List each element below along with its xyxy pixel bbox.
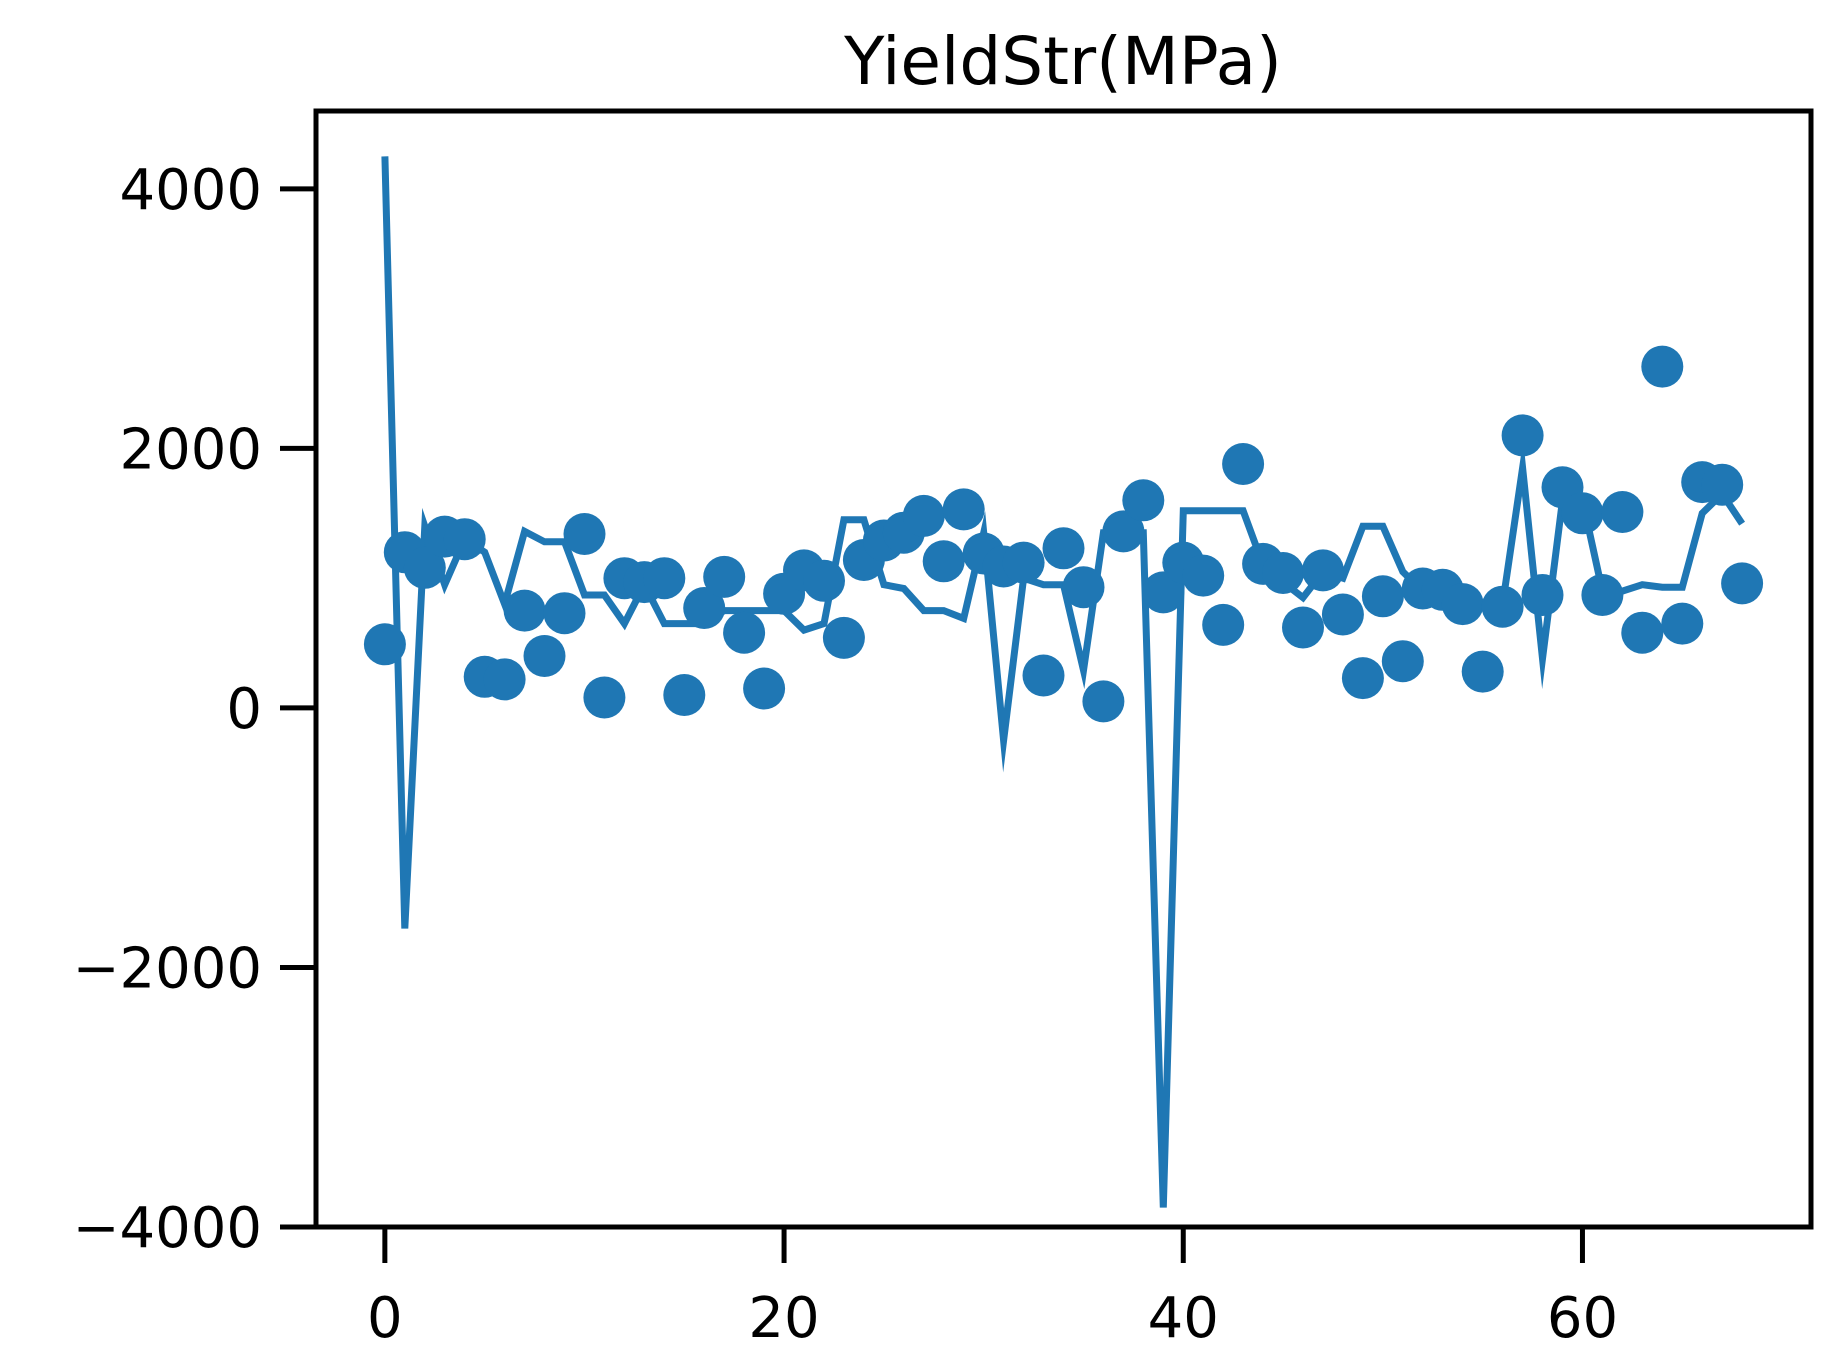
scatter-point [443,518,486,561]
scatter-point [1142,571,1185,614]
scatter-point [1441,583,1484,626]
x-tick-label: 20 [748,1286,819,1351]
scatter-point [1501,414,1544,457]
scatter-point [403,546,446,589]
axes: −4000 −2000 0 2000 4000 0 20 40 60 [73,108,1814,1351]
scatter-point [902,494,945,537]
scatter-point [1062,566,1105,609]
scatter-point [743,667,786,710]
scatter-point [1182,554,1225,597]
series-line [381,156,1746,1208]
data-layer [363,156,1764,1208]
axes-frame [313,108,1814,1230]
scatter-point [1621,611,1664,654]
scatter-point [583,676,626,719]
scatter-point [1262,552,1305,594]
scatter-point [1042,527,1085,570]
scatter-point [543,592,586,635]
scatter-point [1022,654,1065,697]
scatter-point [503,589,546,632]
y-tick-label: 2000 [119,417,262,482]
scatter-point [1302,549,1344,592]
scatter-point [922,540,965,583]
scatter-point [363,623,406,666]
scatter-point [1102,510,1145,553]
scatter-point [1581,574,1624,616]
chart-title: YieldStr(MPa) [843,23,1282,100]
scatter-point [1381,640,1424,683]
scatter-point [1521,574,1564,616]
scatter-point [1361,575,1404,618]
scatter-point [803,559,845,602]
scatter-point [1282,606,1324,649]
scatter-point [1002,541,1045,584]
scatter-point [1122,479,1165,522]
scatter-point [523,635,566,677]
scatter-point [942,488,985,531]
scatter-point [822,616,865,659]
scatter-point [643,557,686,600]
y-tick-label: 4000 [119,158,262,223]
x-tick-label: 60 [1547,1286,1618,1351]
y-tick-label: −2000 [73,936,262,1001]
x-tick-label: 40 [1148,1286,1219,1351]
scatter-point [1461,650,1504,693]
scatter-point [1701,463,1744,506]
scatter-point [1222,443,1265,485]
x-tick-label: 0 [367,1286,403,1351]
scatter-point [703,555,746,598]
scatter-point [1661,602,1704,645]
scatter-point [683,587,726,629]
scatter-point [1721,562,1764,605]
scatter-point [1641,345,1684,388]
scatter-point [1341,657,1384,700]
scatter-point [1082,680,1125,723]
plot-area [363,156,1764,1208]
scatter-point [563,513,606,555]
scatter-point [1202,603,1245,646]
scatter-point [1561,492,1604,535]
scatter-point [1481,585,1524,628]
y-tick-label: 0 [226,677,262,742]
scatter-point [483,658,526,701]
y-tick-label: −4000 [73,1196,262,1261]
scatter-point [1321,593,1364,636]
scatter-point [1601,491,1644,533]
scatter-point [663,674,706,716]
scatter-point [723,611,766,654]
